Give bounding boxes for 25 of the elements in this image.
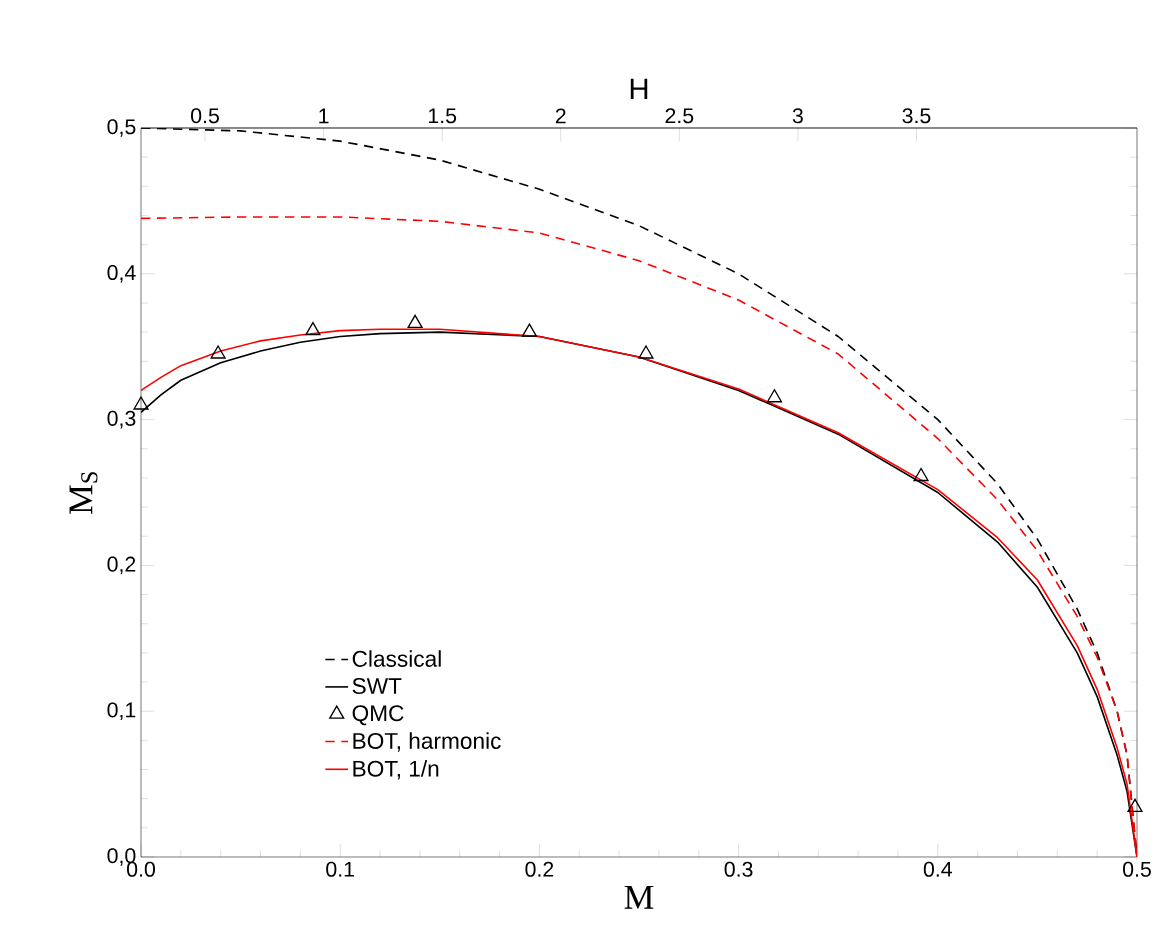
x-tick-label: 0.4 [923,861,952,877]
y-tick-label: 0,3 [107,410,136,429]
y-tick-label: 0,1 [107,702,136,720]
x2-tick-label: 3.5 [902,108,931,124]
x2-tick-label: 2 [555,108,566,124]
y-tick-label: 0,2 [107,556,136,575]
x-tick-label: 0.1 [326,861,354,877]
x2-axis-title: H [630,78,648,100]
x2-tick-label: 1 [319,108,329,124]
y-tick-label: 0,5 [107,119,136,137]
legend-label: BOT, 1/n [353,760,439,780]
y-tick-label: 0,4 [107,265,136,283]
x2-tick-label: 2.5 [665,108,694,124]
legend-label: QMC [352,705,404,726]
x2-tick-label: 3 [792,108,803,124]
legend-label: BOT, harmonic [353,732,501,752]
x-tick-label: 0.3 [724,861,753,877]
x2-tick-label: 0.5 [191,108,219,124]
x-axis-title: M [624,885,654,909]
legend-label: Classical [352,650,441,667]
y-axis-title: M$_{S}$ [69,472,98,514]
x-tick-label: 0.5 [1123,861,1151,877]
legend-label: SWT [352,677,402,695]
x-tick-label: 0.2 [525,861,554,877]
x2-tick-label: 1.5 [428,108,457,124]
